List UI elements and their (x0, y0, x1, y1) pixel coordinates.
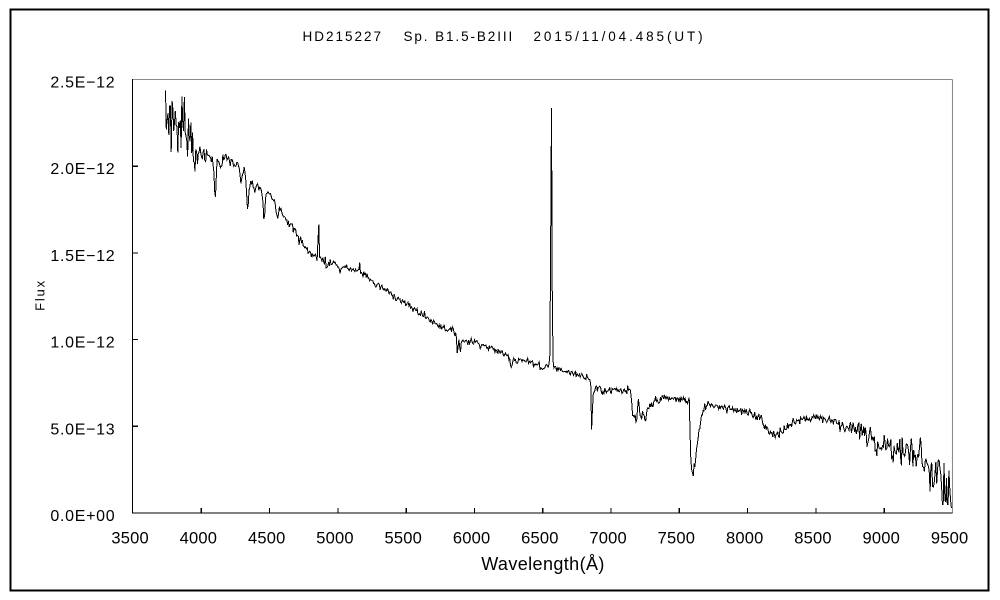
svg-text:5.0E−13: 5.0E−13 (50, 421, 115, 438)
svg-text:Sp. B1.5-B2III: Sp. B1.5-B2III (404, 29, 515, 44)
svg-text:2.0E−12: 2.0E−12 (50, 161, 115, 178)
svg-text:6500: 6500 (521, 530, 559, 548)
svg-text:8500: 8500 (794, 530, 832, 548)
svg-text:7500: 7500 (658, 530, 696, 548)
svg-text:2.5E−12: 2.5E−12 (50, 75, 115, 92)
svg-text:3500: 3500 (111, 530, 149, 548)
svg-text:7000: 7000 (589, 530, 627, 548)
svg-text:1.0E−12: 1.0E−12 (50, 335, 115, 352)
svg-text:2015/11/04.485(UT): 2015/11/04.485(UT) (534, 29, 706, 44)
svg-text:Flux: Flux (32, 279, 47, 311)
svg-text:1.5E−12: 1.5E−12 (50, 248, 115, 265)
svg-text:9500: 9500 (931, 530, 969, 548)
svg-text:4500: 4500 (248, 530, 286, 548)
svg-text:4000: 4000 (180, 530, 218, 548)
svg-text:Wavelength(Å): Wavelength(Å) (481, 554, 605, 574)
svg-text:HD215227: HD215227 (303, 29, 384, 44)
svg-text:5500: 5500 (385, 530, 423, 548)
svg-text:9000: 9000 (863, 530, 901, 548)
svg-text:5000: 5000 (316, 530, 354, 548)
svg-text:8000: 8000 (726, 530, 764, 548)
svg-text:0.0E+00: 0.0E+00 (50, 508, 115, 525)
svg-text:6000: 6000 (453, 530, 491, 548)
